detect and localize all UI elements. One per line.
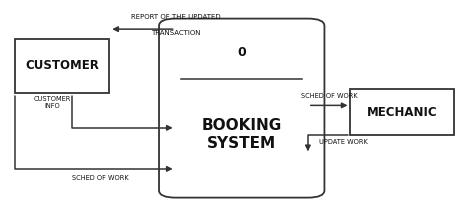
Text: BOOKING
SYSTEM: BOOKING SYSTEM (201, 118, 282, 151)
Text: 0: 0 (237, 46, 246, 59)
Text: SCHED OF WORK: SCHED OF WORK (72, 175, 128, 181)
Text: REPORT OF THE UPDATED: REPORT OF THE UPDATED (131, 14, 220, 20)
FancyBboxPatch shape (350, 89, 455, 135)
FancyBboxPatch shape (159, 19, 324, 198)
Text: SCHED OF WORK: SCHED OF WORK (301, 93, 357, 99)
Text: UPDATE WORK: UPDATE WORK (319, 139, 368, 145)
Text: TRANSACTION: TRANSACTION (151, 30, 201, 36)
Text: CUSTOMER: CUSTOMER (25, 60, 99, 73)
Text: MECHANIC: MECHANIC (367, 106, 438, 119)
Text: CUSTOMER
INFO: CUSTOMER INFO (34, 96, 72, 109)
FancyBboxPatch shape (15, 39, 109, 93)
